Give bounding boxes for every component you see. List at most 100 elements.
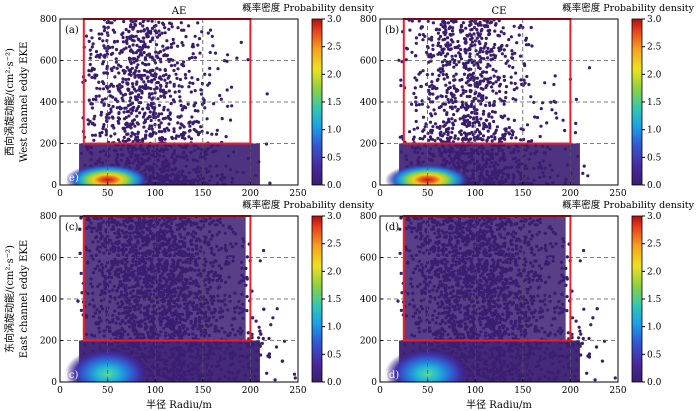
scatter-point bbox=[87, 122, 91, 126]
scatter-point bbox=[443, 21, 447, 25]
scatter-point bbox=[120, 49, 124, 53]
scatter-point bbox=[90, 106, 94, 110]
scatter-point bbox=[460, 85, 464, 89]
scatter-point bbox=[482, 124, 486, 129]
scatter-point bbox=[478, 34, 482, 38]
scatter-point bbox=[439, 138, 443, 142]
scatter-point bbox=[97, 94, 101, 98]
scatter-point bbox=[158, 68, 162, 72]
scatter-point bbox=[124, 115, 128, 120]
scatter-point bbox=[460, 100, 464, 104]
scatter-point bbox=[193, 89, 197, 93]
scatter-point bbox=[494, 128, 498, 132]
scatter-point bbox=[122, 127, 126, 131]
scatter-point bbox=[493, 110, 497, 114]
scatter-point bbox=[452, 84, 456, 88]
scatter-point bbox=[484, 70, 489, 74]
scatter-point bbox=[101, 80, 105, 84]
scatter-point bbox=[109, 107, 113, 111]
scatter-point bbox=[472, 32, 476, 36]
scatter-point bbox=[136, 212, 139, 215]
scatter-point bbox=[200, 210, 203, 213]
scatter-point bbox=[457, 60, 461, 64]
scatter-point bbox=[494, 22, 498, 26]
colorbar-tick-label: 1.5 bbox=[647, 98, 662, 108]
scatter-point bbox=[113, 30, 117, 34]
scatter-point bbox=[139, 101, 143, 105]
scatter-point bbox=[93, 114, 97, 118]
scatter-point bbox=[94, 50, 99, 54]
scatter-point bbox=[448, 60, 452, 64]
scatter-point bbox=[459, 57, 464, 61]
y-tick-label: 0 bbox=[371, 181, 377, 191]
scatter-point bbox=[208, 73, 212, 77]
scatter-point bbox=[106, 86, 110, 90]
scatter-point bbox=[162, 212, 165, 215]
scatter-point bbox=[469, 137, 473, 141]
scatter-point bbox=[160, 112, 164, 116]
scatter-point bbox=[132, 14, 135, 17]
scatter-point bbox=[412, 91, 416, 96]
scatter-point bbox=[138, 22, 142, 26]
scatter-point bbox=[121, 77, 125, 81]
scatter-point bbox=[150, 19, 154, 23]
x-tick-label: 100 bbox=[467, 189, 484, 199]
scatter-point bbox=[121, 40, 125, 44]
scatter-point bbox=[157, 29, 161, 33]
scatter-point bbox=[89, 52, 93, 56]
scatter-point bbox=[176, 211, 179, 214]
scatter-point bbox=[481, 112, 485, 116]
scatter-point bbox=[196, 109, 200, 113]
scatter-point bbox=[129, 134, 133, 138]
scatter-point bbox=[498, 97, 502, 101]
scatter-point bbox=[479, 23, 483, 27]
scatter-point bbox=[109, 134, 113, 138]
scatter-point bbox=[137, 105, 141, 109]
scatter-point bbox=[110, 124, 114, 128]
scatter-point bbox=[473, 20, 477, 24]
scatter-point bbox=[191, 42, 195, 47]
scatter-point bbox=[452, 78, 456, 82]
scatter-point bbox=[439, 130, 443, 134]
scatter-point bbox=[179, 21, 183, 25]
colorbar-tick-label: 2.5 bbox=[327, 43, 342, 53]
scatter-point bbox=[123, 129, 127, 133]
scatter-point bbox=[114, 47, 119, 52]
scatter-point bbox=[214, 132, 219, 136]
scatter-point bbox=[103, 46, 107, 50]
scatter-point bbox=[438, 34, 443, 39]
scatter-point bbox=[193, 56, 197, 60]
scatter-point bbox=[501, 133, 505, 137]
scatter-point bbox=[446, 97, 450, 102]
scatter-point bbox=[574, 97, 579, 101]
scatter-point bbox=[103, 55, 107, 59]
scatter-point bbox=[466, 34, 470, 38]
scatter-point bbox=[177, 84, 181, 88]
scatter-point bbox=[462, 131, 467, 135]
scatter-point bbox=[150, 92, 154, 96]
scatter-point bbox=[269, 323, 273, 327]
scatter-point bbox=[102, 25, 106, 29]
scatter-point bbox=[398, 135, 402, 139]
scatter-point bbox=[171, 212, 174, 215]
colorbar-tick-label: 2.0 bbox=[647, 70, 662, 80]
scatter-point bbox=[490, 115, 494, 119]
scatter-point bbox=[121, 99, 125, 103]
scatter-point bbox=[125, 65, 129, 70]
scatter-point bbox=[399, 84, 403, 88]
panel-title: CE bbox=[492, 6, 507, 17]
scatter-layer bbox=[64, 14, 272, 185]
scatter-point bbox=[481, 134, 486, 138]
scatter-point bbox=[144, 211, 147, 214]
scatter-point bbox=[491, 82, 495, 86]
scatter-point bbox=[489, 47, 493, 52]
scatter-point bbox=[452, 65, 456, 69]
scatter-point bbox=[489, 53, 493, 57]
scatter-point bbox=[141, 137, 145, 141]
scatter-point bbox=[260, 341, 264, 345]
scatter-point bbox=[90, 36, 94, 40]
scatter-point bbox=[421, 69, 425, 73]
scatter-point bbox=[430, 72, 435, 76]
scatter-point bbox=[450, 105, 454, 109]
scatter-point bbox=[418, 33, 422, 37]
